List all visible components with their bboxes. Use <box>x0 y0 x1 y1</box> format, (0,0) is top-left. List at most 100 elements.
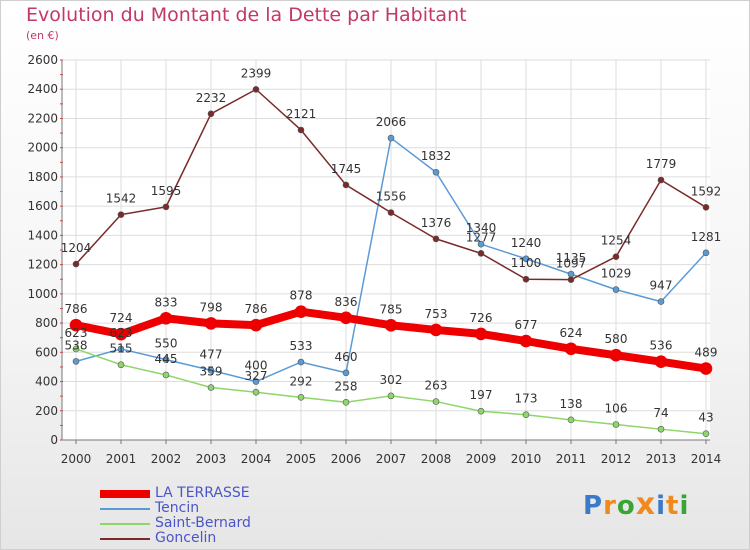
data-label-goncelin: 2399 <box>241 66 272 80</box>
legend-label: Goncelin <box>155 530 217 546</box>
x-tick-label: 2002 <box>151 452 182 466</box>
data-label-goncelin: 1100 <box>511 256 542 270</box>
data-label-saint-bernard: 258 <box>335 379 358 393</box>
data-point <box>612 253 620 261</box>
data-point <box>474 327 488 341</box>
data-point <box>162 203 170 211</box>
x-tick-label: 2009 <box>466 452 497 466</box>
data-label-tencin: 477 <box>200 347 223 361</box>
data-label-saint-bernard: 263 <box>425 379 448 393</box>
data-point <box>702 249 710 257</box>
data-point <box>342 369 350 377</box>
logo-letter: i <box>679 491 690 521</box>
data-label-saint-bernard: 327 <box>245 369 268 383</box>
data-label-saint-bernard: 173 <box>515 392 538 406</box>
data-label-la-terrasse: 836 <box>335 295 358 309</box>
data-point <box>69 318 83 332</box>
proxiti-logo: Proxiti <box>583 487 689 522</box>
data-point <box>699 362 713 375</box>
data-point <box>612 421 620 428</box>
data-point <box>522 411 530 419</box>
data-point <box>249 318 263 332</box>
data-point <box>612 286 620 293</box>
series-la-terrasse <box>69 305 713 375</box>
data-label-goncelin: 1595 <box>151 184 182 198</box>
data-label-la-terrasse: 726 <box>470 311 493 325</box>
data-point <box>564 342 578 356</box>
y-tick-label: 1200 <box>27 258 58 272</box>
data-label-goncelin: 1204 <box>61 241 92 255</box>
data-label-tencin: 1135 <box>556 251 587 265</box>
data-label-saint-bernard: 138 <box>560 397 583 411</box>
data-label-tencin: 947 <box>650 279 673 293</box>
legend-swatch <box>100 508 150 510</box>
data-point <box>252 86 260 93</box>
legend-swatch <box>100 490 150 498</box>
data-label-tencin: 623 <box>110 326 133 340</box>
series-saint-bernard <box>72 345 710 438</box>
x-tick-label: 2011 <box>556 452 587 466</box>
data-label-goncelin: 1254 <box>601 234 632 248</box>
data-point <box>657 176 665 184</box>
y-tick-label: 1000 <box>27 287 58 301</box>
legend-label: Saint-Bernard <box>155 515 251 531</box>
data-label-la-terrasse: 753 <box>425 307 448 321</box>
data-label-goncelin: 1592 <box>691 184 722 198</box>
x-tick-label: 2000 <box>61 452 92 466</box>
x-tick-label: 2006 <box>331 452 362 466</box>
y-tick-label: 2000 <box>27 141 58 155</box>
data-label-saint-bernard: 106 <box>605 402 628 416</box>
y-tick-label: 1600 <box>27 199 58 213</box>
data-label-la-terrasse: 833 <box>155 295 178 309</box>
legend-swatch <box>100 538 150 540</box>
x-tick-label: 2014 <box>691 452 722 466</box>
data-label-tencin: 1340 <box>466 221 497 235</box>
data-point <box>204 317 218 330</box>
x-tick-label: 2001 <box>106 452 137 466</box>
data-label-tencin: 1240 <box>511 236 542 250</box>
data-point <box>117 361 125 369</box>
logo-letter: i <box>656 491 667 521</box>
data-point <box>432 398 440 405</box>
data-point <box>567 276 575 283</box>
line-chart: 0 200 400 600 800 1000 1200 1400 1600 1800 2000 220… <box>27 53 722 466</box>
data-point <box>207 366 215 374</box>
x-tick-label: 2004 <box>241 452 272 466</box>
data-label-tencin: 538 <box>65 338 88 352</box>
data-label-tencin: 550 <box>155 337 178 351</box>
data-point <box>297 126 305 134</box>
data-label-la-terrasse: 724 <box>110 311 133 325</box>
data-label-saint-bernard: 74 <box>653 406 668 420</box>
data-point <box>72 358 80 365</box>
data-point <box>702 430 710 438</box>
data-point <box>207 110 215 118</box>
data-label-goncelin: 1277 <box>466 230 497 244</box>
data-point <box>387 392 395 400</box>
y-tick-label: 800 <box>35 316 58 330</box>
data-label-goncelin: 1542 <box>106 192 137 206</box>
data-label-la-terrasse: 786 <box>65 302 88 316</box>
data-label-goncelin: 1745 <box>331 162 362 176</box>
data-point <box>522 255 530 263</box>
data-point <box>342 398 350 406</box>
chart-subtitle: (en €) <box>26 29 59 42</box>
data-point <box>72 260 80 268</box>
data-point <box>429 323 443 337</box>
y-tick-label: 400 <box>35 375 58 389</box>
data-point <box>519 334 533 348</box>
x-tick-label: 2013 <box>646 452 677 466</box>
data-label-la-terrasse: 785 <box>380 302 403 316</box>
data-label-goncelin: 1097 <box>556 257 587 271</box>
data-label-la-terrasse: 878 <box>290 289 313 303</box>
x-tick-label: 2005 <box>286 452 317 466</box>
data-label-tencin: 400 <box>245 359 268 373</box>
data-label-saint-bernard: 292 <box>290 374 313 388</box>
data-label-la-terrasse: 786 <box>245 302 268 316</box>
data-label-saint-bernard: 43 <box>698 411 713 425</box>
data-point <box>207 384 215 391</box>
data-label-saint-bernard: 302 <box>380 373 403 387</box>
data-point <box>432 235 440 243</box>
data-point <box>387 209 395 216</box>
data-point <box>477 240 485 248</box>
data-point <box>609 348 623 362</box>
